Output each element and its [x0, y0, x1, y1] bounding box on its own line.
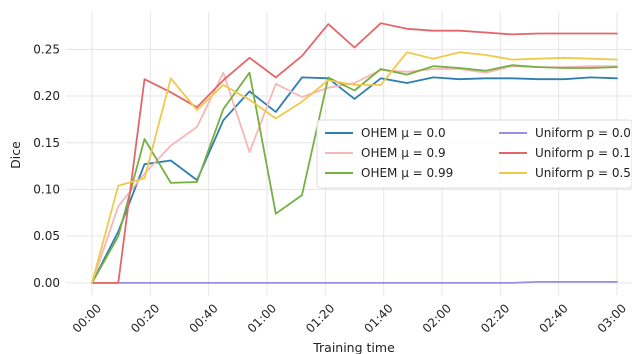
- x-tick-label: 02:40: [536, 301, 570, 335]
- legend-entry-1: OHEM μ = 0.9: [361, 146, 446, 160]
- x-tick-label: 01:00: [245, 301, 279, 335]
- x-axis-label: Training time: [312, 340, 395, 354]
- y-tick-label: 0.15: [33, 136, 60, 150]
- legend-entry-0: OHEM μ = 0.0: [361, 126, 446, 140]
- y-tick-label: 0.20: [33, 89, 60, 103]
- x-tick-label: 00:40: [186, 301, 220, 335]
- x-axis-ticks: 00:00 00:20 00:40 01:00 01:20 01:40 02:00 02:20…: [70, 301, 629, 335]
- x-tick-label: 01:40: [361, 301, 395, 335]
- legend-box: [316, 119, 632, 189]
- y-tick-label: 0.00: [33, 276, 60, 290]
- series-line-4: [91, 22, 618, 284]
- y-tick-label: 0.25: [33, 42, 60, 56]
- series-line-3: [91, 280, 618, 284]
- x-tick-label: 02:00: [420, 301, 454, 335]
- legend-entry-5: Uniform p = 0.5: [535, 166, 631, 180]
- legend-entry-4: Uniform p = 0.1: [535, 146, 631, 160]
- y-axis-label: Dice: [8, 141, 23, 169]
- x-tick-label: 01:20: [303, 301, 337, 335]
- x-tick-label: 00:20: [128, 301, 162, 335]
- series-line-5: [91, 51, 618, 284]
- x-tick-label: 02:20: [478, 301, 512, 335]
- x-tick-label: 00:00: [70, 301, 104, 335]
- series-line-2: [91, 64, 618, 284]
- y-tick-label: 0.10: [33, 182, 60, 196]
- y-axis-ticks: 0.00 0.05 0.10 0.15 0.20 0.25: [33, 42, 60, 289]
- legend-entry-2: OHEM μ = 0.99: [361, 166, 453, 180]
- series-lines: [91, 22, 618, 284]
- x-tick-label: 03:00: [595, 301, 629, 335]
- series-line-0: [91, 76, 618, 284]
- y-tick-label: 0.05: [33, 229, 60, 243]
- legend: OHEM μ = 0.0 OHEM μ = 0.9 OHEM μ = 0.99 Uni…: [316, 119, 632, 189]
- legend-entry-3: Uniform p = 0.0: [535, 126, 631, 140]
